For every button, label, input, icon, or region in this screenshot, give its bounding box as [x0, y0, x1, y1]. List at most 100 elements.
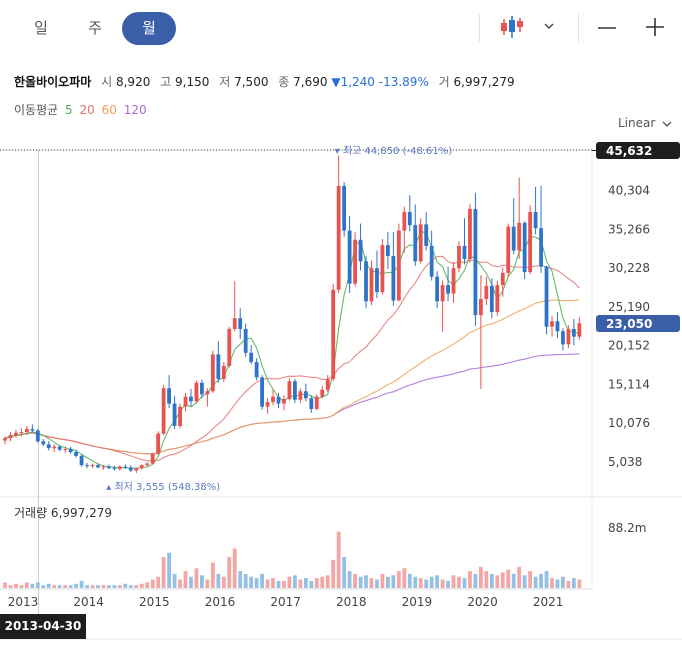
candle-body [566, 328, 571, 345]
candle [90, 463, 95, 469]
volume-bar [172, 573, 177, 588]
volume-bar [407, 573, 412, 588]
volume-bar [561, 576, 565, 588]
candle-body [424, 224, 429, 246]
candlestick-icon[interactable] [498, 13, 526, 41]
volume-bar [19, 585, 24, 588]
y-tick-label: 35,266 [608, 222, 650, 236]
candle [566, 325, 571, 349]
candle-body [380, 245, 385, 293]
minus-icon[interactable] [596, 17, 618, 39]
volume-bar [369, 578, 374, 588]
candle-body [156, 433, 161, 454]
toolbar-divider [578, 14, 579, 42]
candle [347, 215, 352, 293]
candle-body [150, 453, 155, 464]
candle-body [216, 354, 221, 379]
candle-body [19, 432, 24, 434]
volume-bar [539, 573, 543, 588]
candle-body [478, 298, 483, 316]
candle [353, 232, 357, 287]
candle-body [200, 382, 204, 395]
scale-label: Linear [618, 116, 656, 130]
candle-body [402, 212, 407, 231]
volume-bar [145, 582, 150, 588]
y-tick-label: 20,152 [608, 339, 650, 353]
candle-body [90, 465, 95, 467]
ma-120: 120 [123, 103, 147, 117]
candle-body [271, 396, 275, 403]
candle-body [145, 463, 150, 466]
candle-body [260, 377, 264, 407]
candle-body [555, 321, 560, 332]
x-tick-label: 2014 [73, 595, 104, 609]
candle [440, 280, 445, 333]
y-tick-label: 25,190 [608, 300, 650, 314]
candle [24, 425, 29, 436]
scale-selector[interactable]: Linear [618, 116, 672, 130]
tab-monthly[interactable]: 월 [122, 12, 176, 45]
tab-weekly[interactable]: 주 [88, 19, 102, 37]
volume-bar [347, 571, 352, 588]
candle [46, 441, 51, 451]
candle-body [35, 430, 40, 442]
candle [555, 312, 560, 339]
volume-bar [68, 585, 73, 588]
candle-body [358, 239, 363, 262]
chevron-down-icon[interactable] [542, 19, 556, 33]
volume-bar [139, 583, 144, 588]
top-price-badge-text: 45,632 [606, 144, 652, 158]
volume-label: 거 [438, 75, 450, 89]
volume-bar [96, 585, 100, 588]
volume-bar [128, 585, 133, 588]
volume-bar [413, 576, 418, 588]
x-tick-label: 2018 [336, 595, 367, 609]
ma-120-line [4, 353, 580, 455]
candle [276, 392, 281, 409]
candle [522, 221, 527, 279]
volume-bar [254, 578, 259, 588]
volume-bar [79, 580, 84, 588]
candle-body [123, 466, 128, 468]
volume-bar [41, 585, 46, 588]
candle [227, 326, 232, 368]
volume-bar [566, 580, 571, 588]
candle [128, 465, 133, 473]
candle-body [243, 328, 248, 353]
candle-body [303, 391, 308, 399]
candle [539, 185, 543, 273]
candle-body [364, 261, 368, 302]
candle-body [429, 245, 434, 277]
volume-bar [183, 571, 188, 588]
candle-body [41, 441, 46, 445]
volume-bar [473, 573, 478, 588]
candle-body [8, 435, 13, 439]
volume-bar [189, 576, 193, 588]
candle-body [282, 398, 286, 404]
candle-body [293, 381, 297, 400]
volume-bar [320, 576, 325, 588]
candle [19, 428, 24, 437]
volume-bar [364, 575, 368, 588]
candle-body [238, 318, 243, 329]
volume-bar [293, 575, 297, 588]
volume-bar [216, 573, 221, 588]
plus-icon[interactable] [644, 16, 666, 38]
tab-daily[interactable]: 일 [34, 19, 48, 37]
toolbar-divider [479, 14, 480, 42]
volume-bar [511, 573, 516, 588]
volume-bar [331, 559, 336, 588]
candle-body [14, 432, 18, 436]
candle-body [320, 389, 325, 397]
candle [577, 317, 582, 340]
candle-body [353, 239, 357, 284]
candle [189, 388, 193, 406]
volume-bar [243, 573, 248, 588]
candle-body [3, 438, 7, 441]
x-tick-label: 2016 [205, 595, 236, 609]
candle [123, 464, 128, 469]
candle-body [309, 398, 314, 409]
candle-body [407, 212, 412, 226]
candle-body [183, 396, 188, 407]
